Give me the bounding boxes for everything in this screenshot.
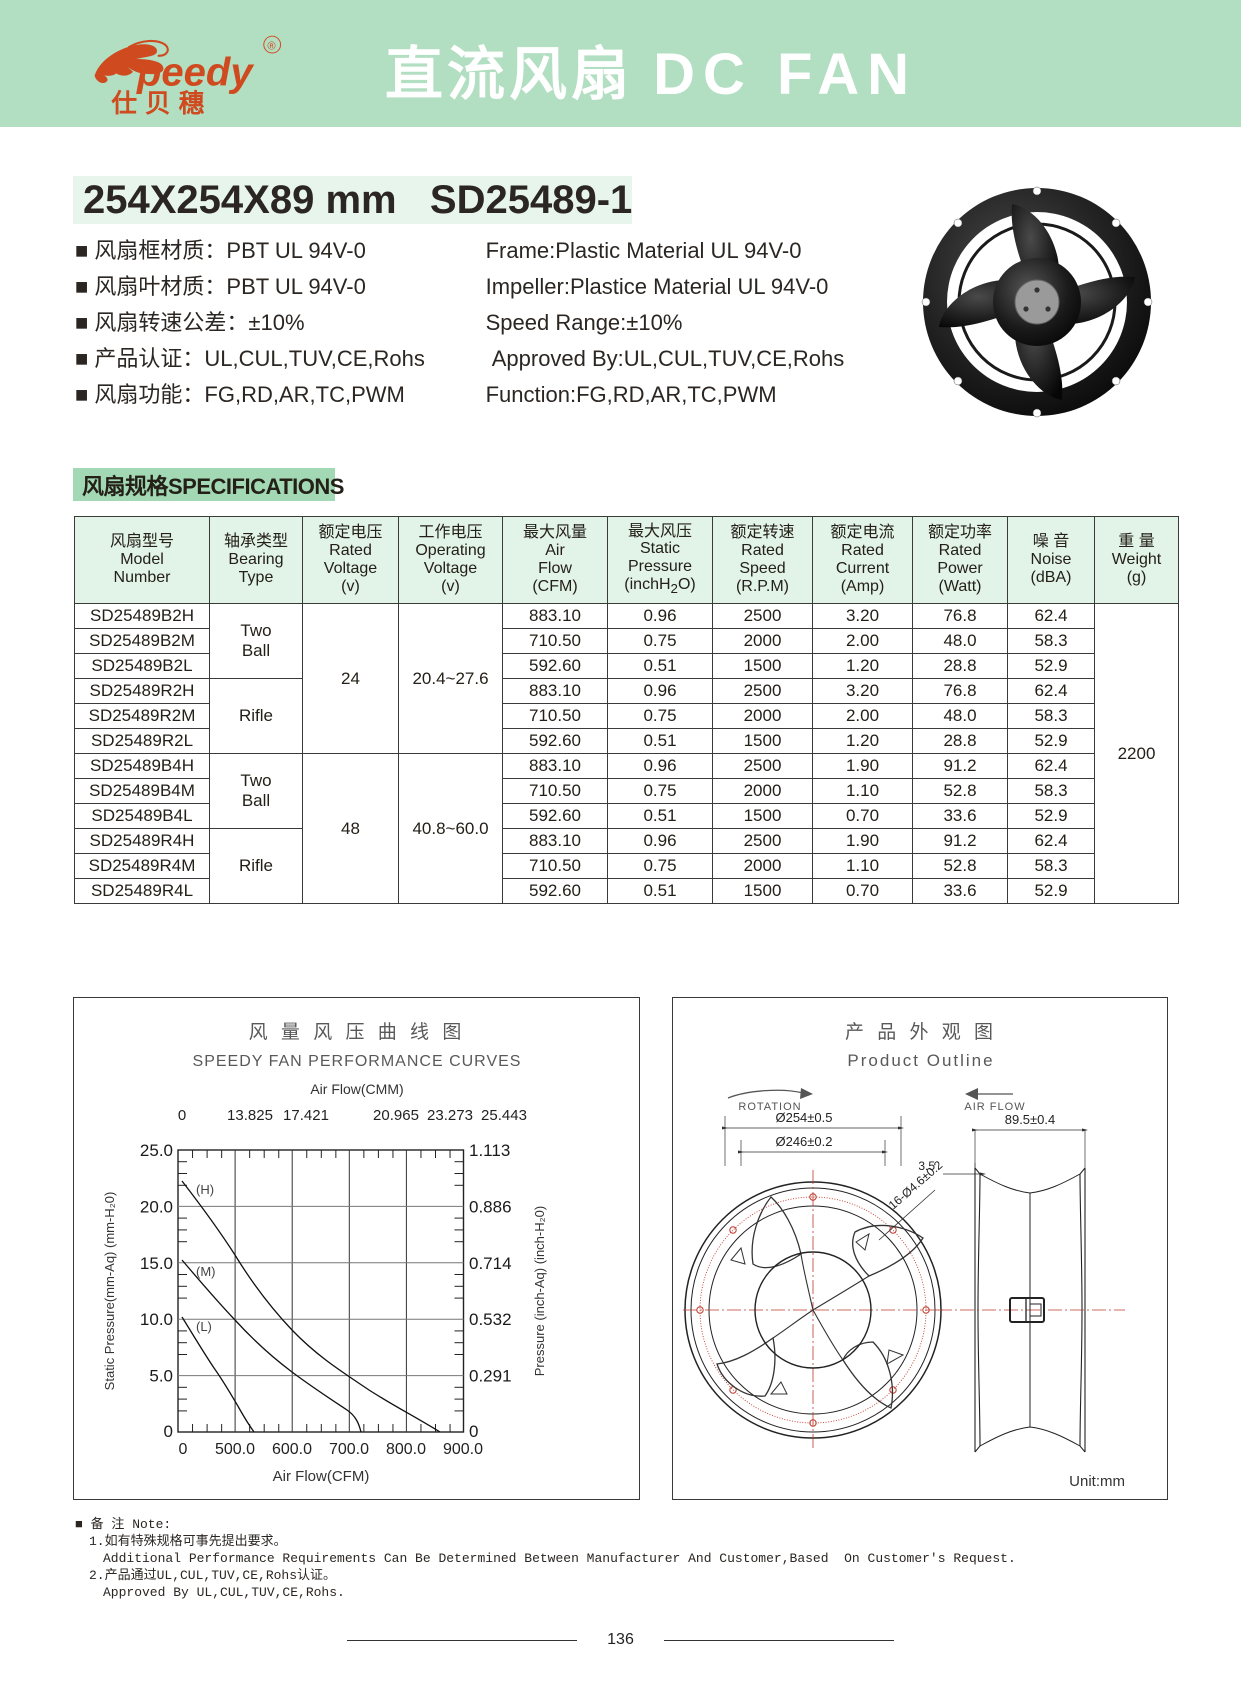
svg-text:Ø246±0.2: Ø246±0.2: [775, 1134, 832, 1149]
svg-text:900.0: 900.0: [443, 1441, 483, 1458]
svg-text:0.886: 0.886: [469, 1197, 512, 1216]
svg-text:风 量 风 压 曲 线 图: 风 量 风 压 曲 线 图: [249, 1021, 466, 1043]
svg-text:600.0: 600.0: [272, 1441, 312, 1458]
svg-text:Pressure (inch-Aq) (inch-H₂0): Pressure (inch-Aq) (inch-H₂0): [532, 1206, 547, 1376]
svg-text:(H): (H): [196, 1182, 214, 1197]
svg-text:20.0: 20.0: [140, 1197, 173, 1216]
svg-text:peedy: peedy: [136, 50, 254, 94]
svg-text:13.825: 13.825: [227, 1107, 273, 1124]
svg-text:15.0: 15.0: [140, 1254, 173, 1273]
svg-text:Static Pressure(mm-Aq) (mm-H₂0: Static Pressure(mm-Aq) (mm-H₂0): [102, 1192, 117, 1391]
svg-text:Product Outline: Product Outline: [847, 1051, 994, 1070]
svg-text:Air Flow(CFM): Air Flow(CFM): [273, 1468, 370, 1485]
svg-text:0: 0: [164, 1422, 173, 1441]
svg-text:0.532: 0.532: [469, 1310, 512, 1329]
svg-text:产 品 外 观 图: 产 品 外 观 图: [845, 1021, 997, 1043]
svg-text:5.0: 5.0: [149, 1367, 173, 1386]
svg-text:仕贝穗: 仕贝穗: [110, 89, 212, 116]
svg-text:800.0: 800.0: [386, 1441, 426, 1458]
svg-text:700.0: 700.0: [329, 1441, 369, 1458]
svg-text:0: 0: [178, 1107, 186, 1124]
svg-text:®: ®: [267, 40, 276, 52]
svg-text:25.0: 25.0: [140, 1141, 173, 1160]
svg-text:(L): (L): [196, 1319, 212, 1334]
svg-text:0: 0: [179, 1441, 188, 1458]
svg-text:0.714: 0.714: [469, 1254, 512, 1273]
svg-text:Ø254±0.5: Ø254±0.5: [775, 1110, 832, 1125]
svg-text:10.0: 10.0: [140, 1310, 173, 1329]
svg-text:SPEEDY FAN PERFORMANCE CURVES: SPEEDY FAN PERFORMANCE CURVES: [193, 1053, 522, 1070]
svg-text:0: 0: [469, 1422, 478, 1441]
svg-text:20.965: 20.965: [373, 1107, 419, 1124]
svg-text:1.113: 1.113: [469, 1141, 510, 1160]
svg-text:16-Ø4.6±0.2: 16-Ø4.6±0.2: [886, 1158, 946, 1212]
svg-text:25.443: 25.443: [481, 1107, 527, 1124]
svg-text:23.273: 23.273: [427, 1107, 473, 1124]
svg-text:17.421: 17.421: [283, 1107, 329, 1124]
svg-text:500.0: 500.0: [215, 1441, 255, 1458]
svg-text:Air Flow(CMM): Air Flow(CMM): [310, 1081, 403, 1097]
svg-text:3.5: 3.5: [918, 1159, 935, 1173]
svg-text:(M): (M): [196, 1264, 216, 1279]
svg-text:0.291: 0.291: [469, 1367, 512, 1386]
svg-text:Unit:mm: Unit:mm: [1069, 1473, 1125, 1490]
svg-text:89.5±0.4: 89.5±0.4: [1005, 1112, 1056, 1127]
